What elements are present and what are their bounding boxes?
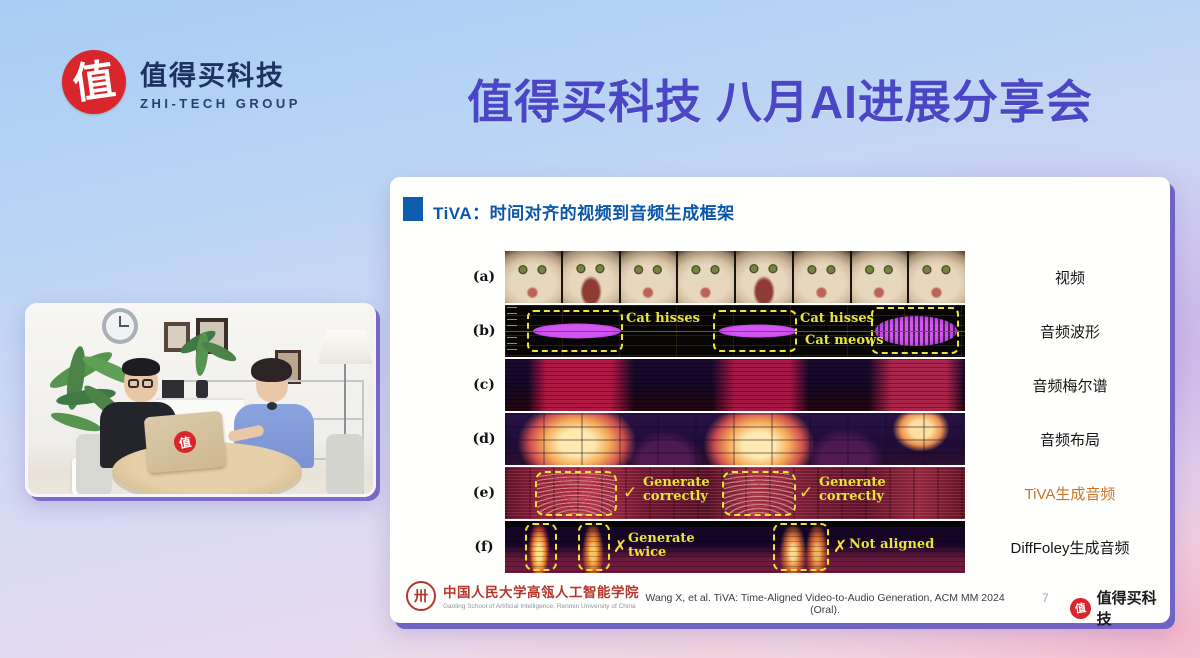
- annotation-generate-twice: Generate twice: [628, 531, 695, 560]
- highlight-box: [527, 310, 623, 352]
- slide: TiVA：时间对齐的视频到音频生成框架 (a) (b) (c) (d) (e) …: [390, 177, 1170, 628]
- highlight-box: [535, 471, 617, 516]
- annotation-cat-hisses: Cat hisses: [800, 311, 874, 326]
- slide-brand-logo-char: 值: [1074, 602, 1087, 616]
- presenter-male-hair: [122, 358, 160, 376]
- spectrogram-arch: [724, 473, 794, 515]
- video-frame-cat: [505, 251, 561, 303]
- row-label-d: (d): [472, 431, 496, 447]
- highlight-box: [713, 310, 797, 352]
- shelf-decor: [162, 380, 184, 398]
- highlight-box: [871, 307, 959, 354]
- webcam-view: 值: [25, 303, 376, 497]
- video-frame-cat: [562, 251, 619, 303]
- affiliation-text: 中国人民大学高瓴人工智能学院 Gaoling School of Artific…: [443, 581, 639, 610]
- paper-citation: Wang X, et al. TiVA: Time-Aligned Video-…: [645, 592, 1005, 616]
- brand-text: 值得买科技 ZHI-TECH GROUP: [140, 54, 301, 111]
- laptop-logo-char: 值: [177, 434, 193, 451]
- slide-title: TiVA：时间对齐的视频到音频生成框架: [433, 204, 735, 223]
- caption-difffoley-audio: DiffFoley生成音频: [1010, 539, 1130, 557]
- highlight-box: [525, 523, 557, 571]
- presenter-female-hair: [251, 358, 292, 382]
- highlight-box: [578, 523, 610, 571]
- laptop-logo-icon: 值: [172, 429, 198, 455]
- figure-row-difffoley-audio: ✗ Generate twice ✗ Not aligned: [505, 521, 965, 573]
- clock-hand: [119, 316, 121, 327]
- slide-title-bullet-icon: [403, 197, 423, 221]
- palm-leaf: [49, 409, 103, 435]
- cross-icon: ✗: [613, 537, 628, 557]
- annotation-cat-hisses: Cat hisses: [626, 311, 700, 326]
- video-frame-cat: [909, 251, 965, 303]
- necklace: [267, 402, 277, 410]
- figure-row-video: [505, 251, 965, 303]
- row-label-b: (b): [472, 323, 496, 339]
- video-frame-cat: [678, 251, 734, 303]
- annotation-generate-correctly: Generate correctly: [643, 475, 710, 504]
- video-frame-cat: [851, 251, 908, 303]
- highlight-box: [722, 471, 796, 516]
- floor-lamp-shade: [318, 330, 372, 364]
- video-frame-cat: [620, 251, 677, 303]
- caption-tiva-audio: TiVA生成音频: [1024, 485, 1116, 503]
- affiliation-cn: 中国人民大学高瓴人工智能学院: [443, 585, 639, 600]
- figure-row-tiva-audio: ✓ Generate correctly ✓ Generate correctl…: [505, 467, 965, 519]
- brand-logo-block: 值 值得买科技 ZHI-TECH GROUP: [62, 50, 301, 114]
- affiliation-en: Gaoling School of Artificial Intelligenc…: [443, 603, 636, 610]
- glasses: [128, 379, 139, 388]
- brand-logo-char: 值: [69, 54, 119, 109]
- axis-ticks: [507, 307, 517, 355]
- video-frame-cat: [793, 251, 850, 303]
- ruc-seal-glyph: 卅: [414, 588, 428, 604]
- caption-audio-layout: 音频布局: [1039, 431, 1100, 449]
- check-icon: ✓: [623, 483, 638, 503]
- check-icon: ✓: [799, 483, 814, 503]
- caption-video: 视频: [1054, 269, 1085, 287]
- row-label-e: (e): [472, 485, 496, 501]
- slide-brand-name: 值得买科技: [1096, 590, 1157, 628]
- cross-icon: ✗: [833, 537, 848, 557]
- row-label-c: (c): [473, 377, 495, 393]
- slide-brand-block: 值 值得买科技: [1070, 587, 1170, 629]
- annotation-cat-meows: Cat meows: [805, 333, 884, 348]
- glasses: [142, 379, 153, 388]
- figure-row-audio-layout: [505, 413, 965, 465]
- page-title: 值得买科技 八月AI进展分享会: [467, 76, 1093, 128]
- chair: [326, 434, 364, 494]
- brand-name-en: ZHI-TECH GROUP: [140, 95, 301, 111]
- brand-name-cn: 值得买科技: [140, 60, 285, 91]
- affiliation-block: 卅 中国人民大学高瓴人工智能学院 Gaoling School of Artif…: [406, 581, 639, 611]
- spectrogram-arch: [537, 473, 615, 515]
- ruc-seal-icon: 卅: [406, 581, 436, 611]
- wall-clock: [102, 308, 138, 344]
- row-label-f: (f): [474, 539, 494, 555]
- annotation-not-aligned: Not aligned: [849, 537, 935, 552]
- clock-hand: [120, 325, 129, 327]
- floor-lamp-pole: [344, 364, 346, 480]
- laptop: 值: [143, 410, 227, 474]
- figure-row-mel-spectrogram: [505, 359, 965, 411]
- row-label-a: (a): [472, 269, 496, 285]
- caption-waveform: 音频波形: [1039, 323, 1100, 341]
- vase: [196, 380, 208, 398]
- brand-logo-icon: 值: [62, 50, 126, 114]
- highlight-box: [773, 523, 829, 571]
- annotation-generate-correctly: Generate correctly: [819, 475, 886, 504]
- figure-row-waveform: Cat hisses Cat hisses Cat meows: [505, 305, 965, 357]
- slide-brand-logo-icon: 值: [1070, 597, 1091, 619]
- slide-page-number: 7: [1042, 591, 1049, 605]
- video-frame-cat: [736, 251, 792, 303]
- caption-mel-spectrogram: 音频梅尔谱: [1032, 377, 1108, 395]
